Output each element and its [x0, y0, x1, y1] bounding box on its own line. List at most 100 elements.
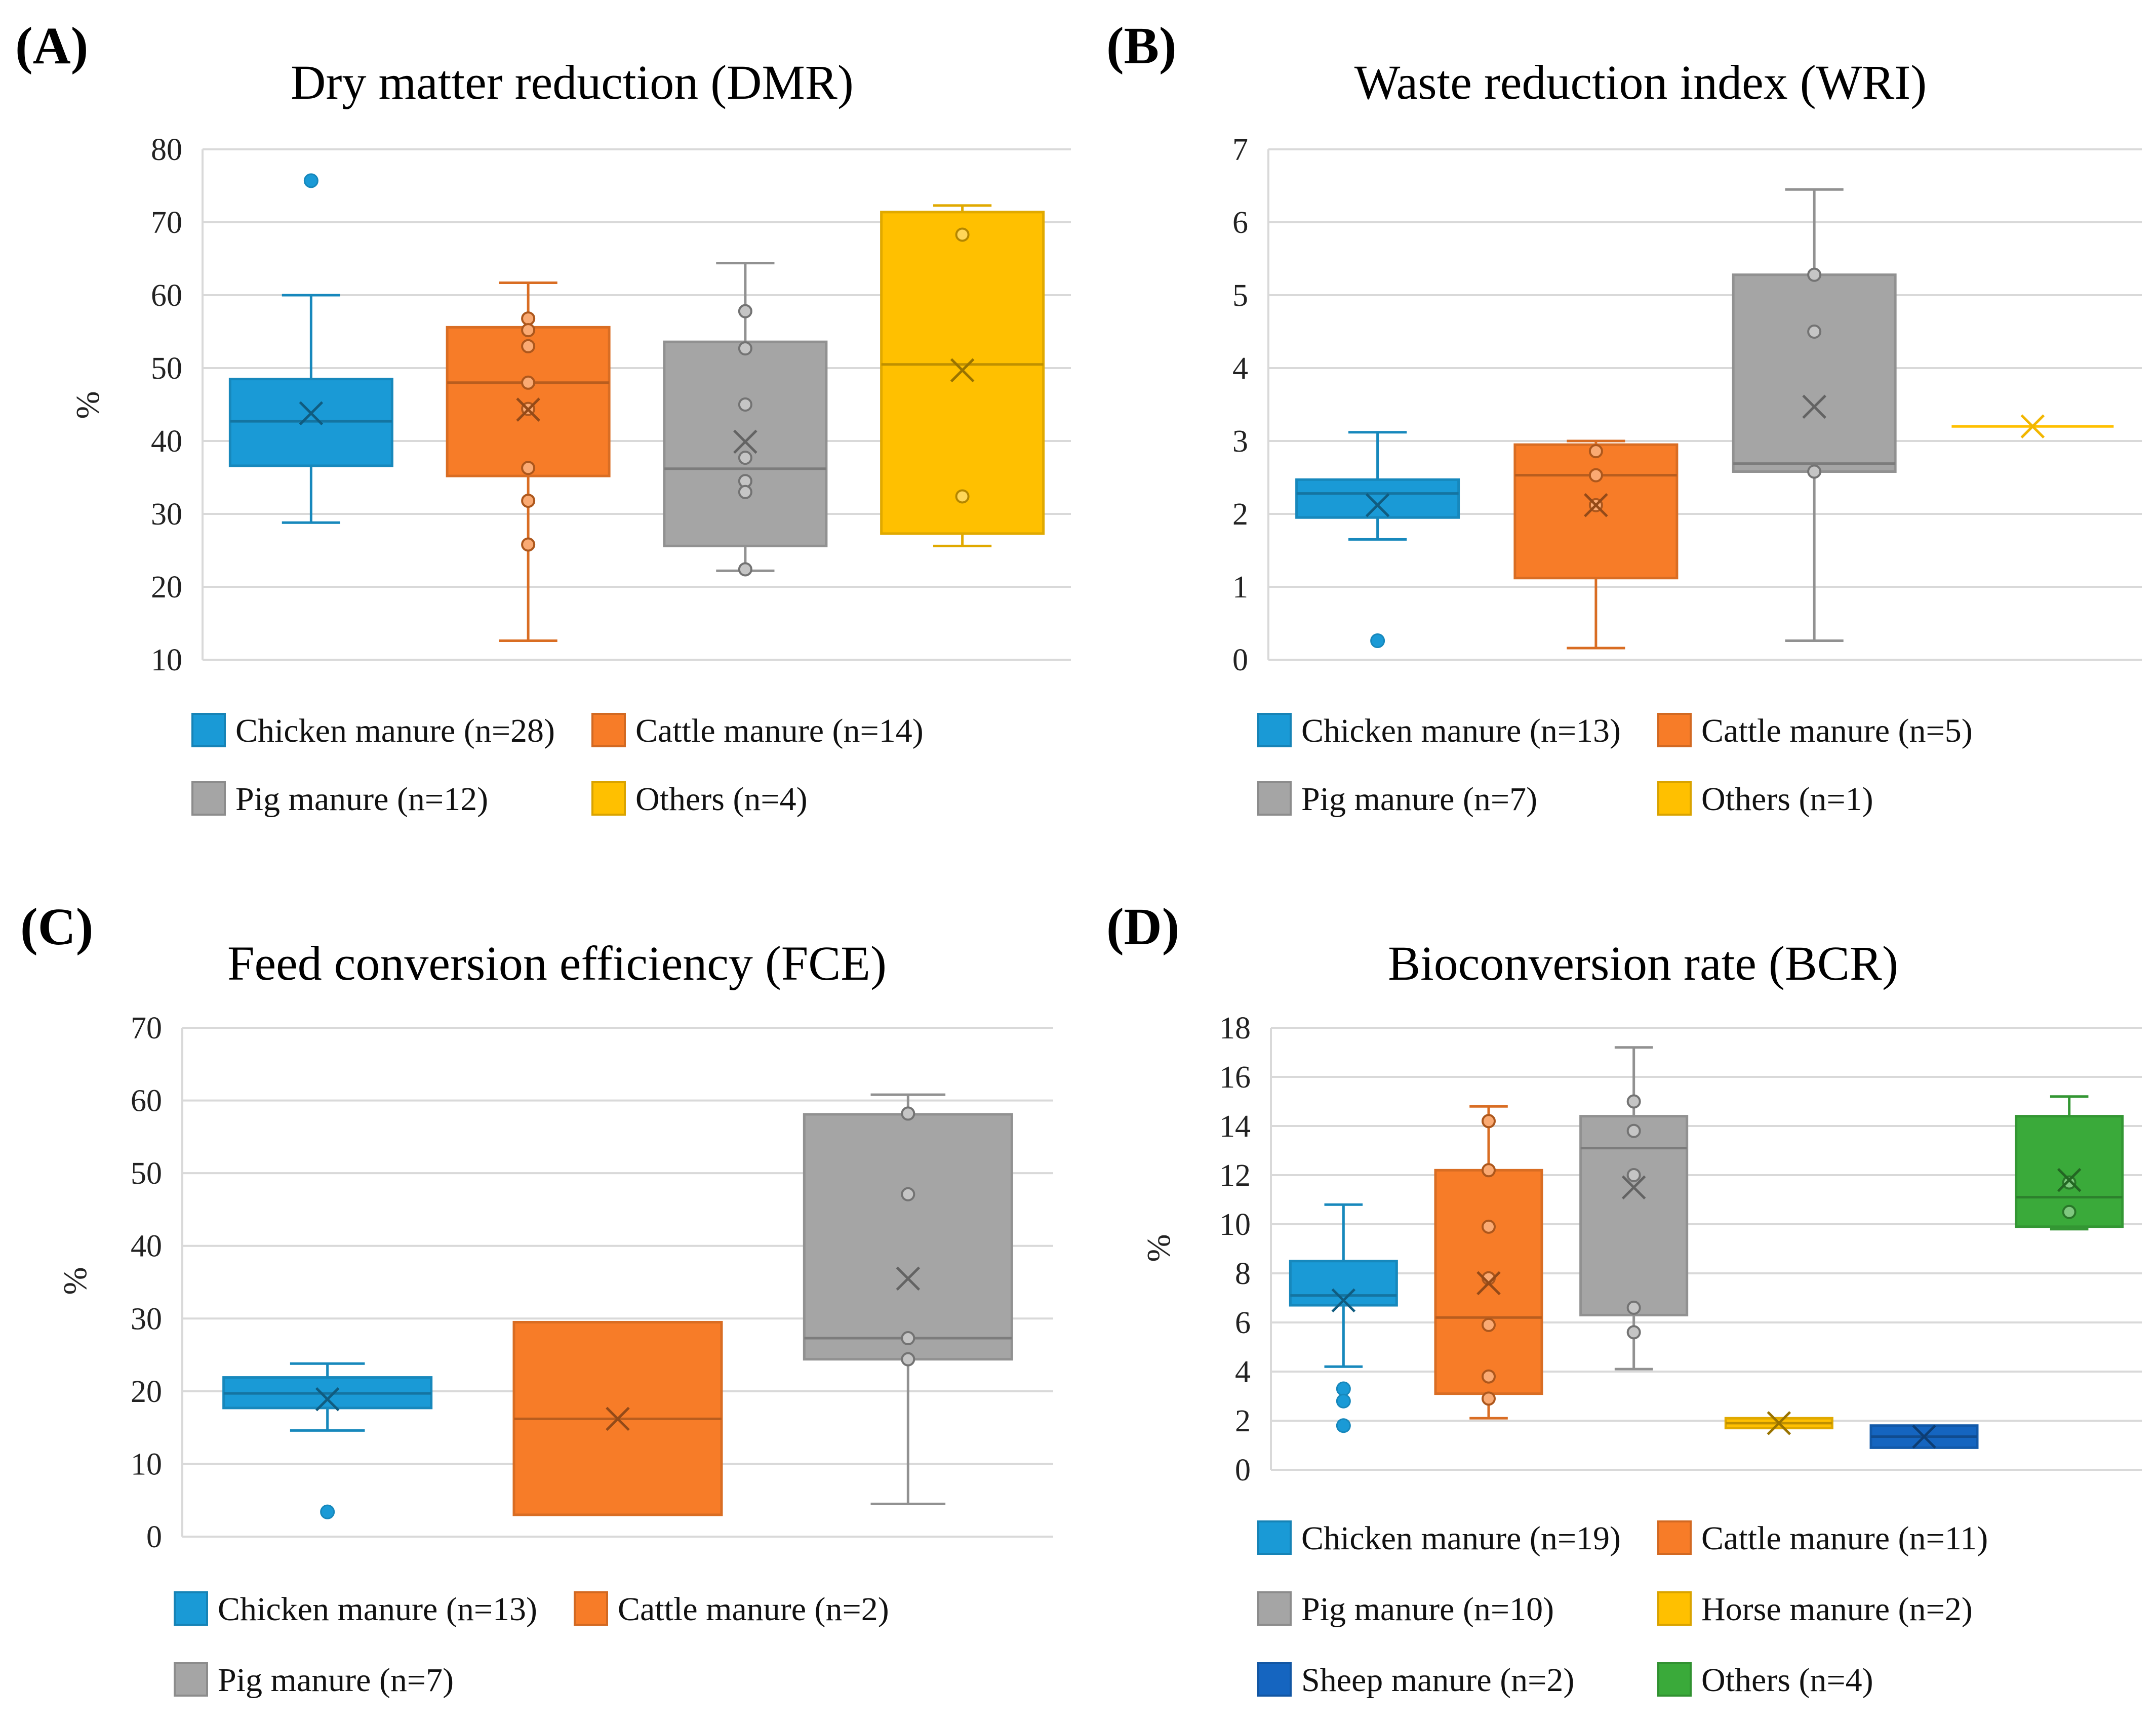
y-tick-label: 50	[151, 351, 182, 386]
mean-marker	[1912, 1424, 1936, 1449]
data-point	[901, 1352, 915, 1367]
box-series-2	[512, 1320, 723, 1516]
legend-swatch	[1657, 1520, 1692, 1555]
mean-marker	[1365, 493, 1390, 517]
y-tick-label: 16	[1219, 1060, 1251, 1095]
box-series-3	[663, 262, 828, 577]
legend-label: Others (n=4)	[635, 781, 808, 818]
y-tick-label: 0	[1232, 643, 1248, 677]
outlier-point	[1336, 1418, 1351, 1433]
mean-marker	[1331, 1288, 1356, 1313]
outlier-point	[303, 173, 318, 188]
data-point	[1807, 267, 1822, 282]
legend-label: Cattle manure (n=5)	[1701, 712, 1973, 749]
legend-label: Pig manure (n=12)	[235, 781, 488, 818]
legend-label: Pig manure (n=7)	[1301, 781, 1537, 818]
y-tick-label: 60	[151, 278, 182, 313]
data-point	[521, 461, 536, 475]
legend-item: Cattle manure (n=2)	[574, 1591, 889, 1628]
box-series-1	[1289, 1203, 1398, 1433]
data-point	[901, 1106, 915, 1121]
legend-swatch	[1257, 781, 1292, 816]
outlier-point	[1336, 1393, 1351, 1409]
legend-item: Horse manure (n=2)	[1657, 1591, 1973, 1628]
data-point	[1588, 468, 1603, 483]
legend-item: Cattle manure (n=5)	[1657, 712, 1973, 749]
box-iqr	[1732, 273, 1897, 473]
box-series-3	[1732, 188, 1897, 642]
data-point	[738, 341, 752, 356]
legend-label: Pig manure (n=7)	[218, 1662, 454, 1699]
legend-item: Cattle manure (n=11)	[1657, 1520, 1988, 1557]
legend-item: Others (n=4)	[1657, 1662, 1873, 1699]
mean-marker	[2020, 414, 2045, 438]
mean-marker	[516, 397, 540, 422]
legend-label: Chicken manure (n=13)	[218, 1591, 537, 1628]
box-iqr	[663, 340, 828, 547]
legend-swatch	[1257, 1520, 1292, 1555]
legend-swatch	[174, 1662, 208, 1697]
data-point	[901, 1187, 915, 1201]
data-point	[1482, 1163, 1496, 1178]
data-point	[1807, 464, 1822, 479]
y-axis-label: %	[57, 1267, 94, 1295]
mean-marker	[1767, 1411, 1791, 1435]
chart-title: Waste reduction index (WRI)	[1354, 55, 1927, 109]
outlier-point	[1336, 1381, 1351, 1396]
legend-item: Pig manure (n=10)	[1257, 1591, 1554, 1628]
legend-item: Chicken manure (n=13)	[174, 1591, 537, 1628]
y-tick-label: 70	[151, 206, 182, 240]
data-point	[521, 311, 536, 326]
legend-swatch	[1257, 1662, 1292, 1697]
box-series-6	[2015, 1095, 2124, 1231]
y-tick-label: 8	[1235, 1257, 1251, 1291]
data-point	[738, 485, 752, 499]
data-point	[521, 537, 536, 552]
y-tick-label: 2	[1232, 497, 1248, 532]
y-tick-label: 40	[131, 1229, 162, 1264]
data-point	[521, 375, 536, 390]
y-tick-label: 20	[131, 1375, 162, 1409]
box-series-2	[1434, 1105, 1543, 1420]
data-point	[955, 489, 970, 504]
legend-label: Chicken manure (n=28)	[235, 712, 555, 749]
legend-swatch	[191, 713, 226, 747]
box-series-2	[1513, 439, 1679, 650]
legend-swatch	[1657, 781, 1692, 816]
mean-marker	[1802, 394, 1826, 419]
legend-item: Chicken manure (n=13)	[1257, 712, 1621, 749]
mean-marker	[1584, 493, 1608, 517]
chart-title: Feed conversion efficiency (FCE)	[227, 936, 887, 990]
legend-item: Pig manure (n=12)	[191, 781, 488, 818]
legend-label: Horse manure (n=2)	[1701, 1591, 1973, 1628]
mean-marker	[606, 1407, 630, 1431]
legend-swatch	[591, 781, 626, 816]
y-tick-label: 50	[131, 1156, 162, 1191]
y-tick-label: 60	[131, 1084, 162, 1118]
data-point	[738, 562, 752, 577]
chart-title: Dry matter reduction (DMR)	[291, 55, 854, 109]
legend-label: Cattle manure (n=2)	[618, 1591, 889, 1628]
legend-item: Chicken manure (n=28)	[191, 712, 555, 749]
data-point	[521, 339, 536, 353]
data-point	[1626, 1168, 1641, 1182]
mean-marker	[315, 1387, 340, 1412]
legend-swatch	[191, 781, 226, 816]
mean-marker	[2057, 1168, 2082, 1192]
mean-marker	[733, 429, 757, 454]
y-axis-label: %	[69, 391, 106, 419]
box-series-1	[222, 1362, 433, 1519]
y-tick-label: 10	[1219, 1208, 1251, 1242]
y-tick-label: 0	[1235, 1453, 1251, 1488]
data-point	[521, 323, 536, 338]
y-tick-label: 4	[1235, 1355, 1251, 1389]
data-point	[901, 1331, 915, 1346]
box-iqr	[1289, 1260, 1398, 1307]
y-tick-label: 20	[151, 570, 182, 605]
legend-label: Pig manure (n=10)	[1301, 1591, 1554, 1628]
legend-swatch	[1657, 713, 1692, 747]
mean-marker	[1476, 1271, 1501, 1296]
y-tick-label: 14	[1219, 1109, 1251, 1144]
legend-label: Sheep manure (n=2)	[1301, 1662, 1574, 1699]
legend-swatch	[1657, 1591, 1692, 1626]
